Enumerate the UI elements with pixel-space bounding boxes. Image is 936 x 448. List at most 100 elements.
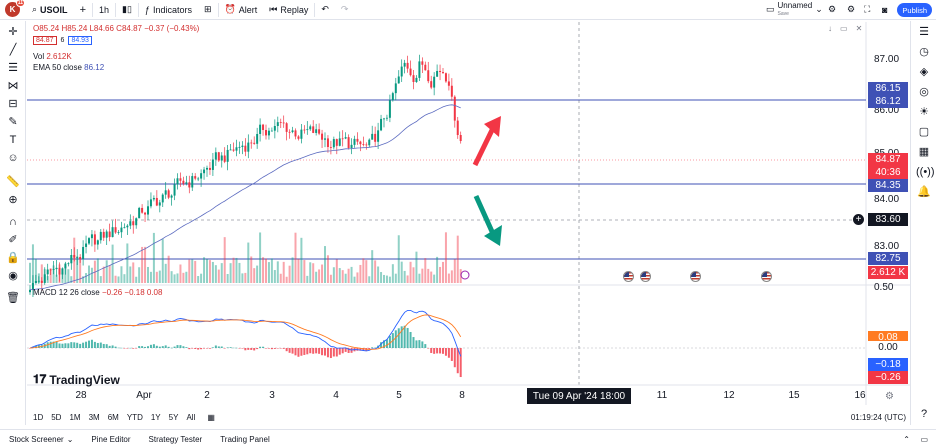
tab-trading-panel[interactable]: Trading Panel (211, 435, 279, 444)
calendar-goto-icon[interactable]: ▦ (207, 412, 215, 422)
range-6m[interactable]: 6M (107, 412, 119, 422)
publish-button[interactable]: Publish (897, 3, 932, 17)
interval-button[interactable]: 1h (93, 0, 115, 20)
candle-body (229, 149, 232, 151)
volume-bar (164, 263, 167, 283)
ask-price[interactable]: 84.93 (68, 36, 92, 45)
range-ytd[interactable]: YTD (126, 412, 143, 422)
ema-line (29, 104, 461, 291)
macd-hist-bar (439, 348, 442, 354)
volume-bar (200, 273, 203, 283)
macd-hist-bar (85, 341, 88, 348)
help-icon[interactable]: ? (920, 408, 928, 420)
tab-strategy-tester[interactable]: Strategy Tester (140, 435, 212, 444)
pattern-icon[interactable]: ⋈ (7, 80, 19, 92)
ruler-icon[interactable]: 📏 (6, 176, 20, 188)
close-icon[interactable]: ✕ (855, 24, 863, 33)
utc-clock[interactable]: 01:19:24 (UTC) (850, 412, 906, 422)
range-1m[interactable]: 1M (69, 412, 81, 422)
range-1d[interactable]: 1D (33, 412, 44, 422)
target-icon[interactable]: ◎ (919, 86, 929, 98)
fib-icon[interactable]: ☰ (8, 62, 18, 74)
chat-icon[interactable]: ▢ (918, 126, 930, 138)
snapshot-button[interactable]: ◙ (876, 0, 893, 20)
lock-icon[interactable]: 🔒 (6, 252, 20, 264)
crosshair-icon[interactable]: ✛ (8, 26, 18, 38)
move-down-icon[interactable]: ↓ (828, 24, 832, 33)
quick-search-button[interactable]: ⚙ (822, 0, 842, 20)
maximize-pane-icon[interactable]: ▭ (840, 24, 848, 33)
chevron-down-icon: ⌄ (815, 4, 823, 14)
macd-hist-bar (132, 348, 135, 349)
projection-icon[interactable]: ⊟ (8, 98, 18, 110)
clock-icon[interactable]: ◷ (919, 46, 929, 58)
candle-body (144, 212, 147, 215)
layout-button[interactable]: ▭ Unnamed Save ⌄ (760, 0, 829, 20)
candle-body (326, 138, 329, 148)
zoom-icon[interactable]: ⊕ (8, 194, 18, 206)
lock-draw-icon[interactable]: ✐ (8, 234, 18, 246)
ideas-icon[interactable]: ☀ (919, 106, 929, 118)
layers-icon[interactable]: ◈ (919, 66, 929, 78)
replay-icon: ⏮ (269, 4, 278, 14)
price-label: 84.00 (874, 194, 900, 205)
tab-stock-screener[interactable]: Stock Screener ⌄ (0, 435, 82, 444)
replay-button[interactable]: ⏮ Replay (263, 0, 314, 20)
volume-bar (394, 273, 397, 283)
range-1y[interactable]: 1Y (150, 412, 161, 422)
range-5d[interactable]: 5D (51, 412, 62, 422)
range-5y[interactable]: 5Y (168, 412, 179, 422)
bid-price[interactable]: 84.87 (33, 36, 57, 45)
volume-bar (312, 263, 315, 283)
emoji-icon[interactable]: ☺ (7, 152, 19, 164)
price-tag: 86.12 (868, 95, 908, 108)
tab-pine-editor[interactable]: Pine Editor (82, 435, 139, 444)
axis-settings-icon[interactable]: ⚙ (885, 391, 894, 402)
watchlist-icon[interactable]: ☰ (919, 26, 929, 38)
candle-body (46, 269, 49, 275)
user-avatar[interactable]: K 11 (5, 0, 25, 17)
time-label: 8 (459, 390, 465, 401)
maximize-icon[interactable]: ▭ (920, 434, 928, 444)
bell-icon[interactable]: 🔔 (917, 186, 931, 198)
alert-button[interactable]: ⏰ Alert (219, 0, 264, 20)
text-icon[interactable]: T (9, 134, 17, 146)
settings-button[interactable]: ⚙ (841, 0, 861, 20)
volume-bar (456, 235, 459, 283)
us-flag-icon[interactable] (690, 271, 701, 282)
candle-body (214, 152, 217, 160)
calendar-icon[interactable]: ▦ (918, 146, 930, 158)
macd-hist-bar (282, 348, 285, 349)
macd-hist-bar (400, 326, 403, 348)
search-icon: ⌕ (32, 4, 38, 14)
range-all[interactable]: All (186, 412, 196, 422)
range-3m[interactable]: 3M (88, 412, 100, 422)
indicators-label: Indicators (152, 4, 192, 15)
collapse-icon[interactable]: ⌃ (903, 434, 910, 444)
us-flag-icon[interactable] (640, 271, 651, 282)
undo-button[interactable]: ↶ (315, 0, 335, 20)
crosshair-plus-button[interactable]: + (852, 213, 865, 226)
magnet-icon[interactable]: ∩ (9, 216, 17, 228)
candle-body (388, 100, 391, 118)
indicators-button[interactable]: ƒ Indicators (139, 0, 198, 20)
chart-type-button[interactable]: ▮▯ (116, 0, 138, 20)
layout-name: Unnamed (777, 0, 813, 10)
fullscreen-button[interactable]: ⛶ (858, 0, 876, 20)
trash-icon[interactable]: 🗑 (6, 292, 20, 304)
symbol-search[interactable]: ⌕ USOIL (26, 0, 74, 20)
volume-bar (82, 276, 85, 283)
alarm-icon: ⏰ (224, 4, 236, 14)
templates-button[interactable]: ⊞ (198, 0, 218, 20)
compare-button[interactable]: + (74, 0, 92, 20)
trendline-icon[interactable]: ╱ (9, 44, 17, 56)
eye-icon[interactable]: ◉ (8, 270, 18, 282)
us-flag-icon[interactable] (761, 271, 772, 282)
brush-icon[interactable]: ✎ (8, 116, 18, 128)
replay-marker (460, 270, 470, 280)
macd-hist-bar (288, 348, 291, 353)
signal-icon[interactable]: ((•)) (916, 166, 935, 178)
redo-button[interactable]: ↷ (335, 0, 355, 20)
us-flag-icon[interactable] (623, 271, 634, 282)
